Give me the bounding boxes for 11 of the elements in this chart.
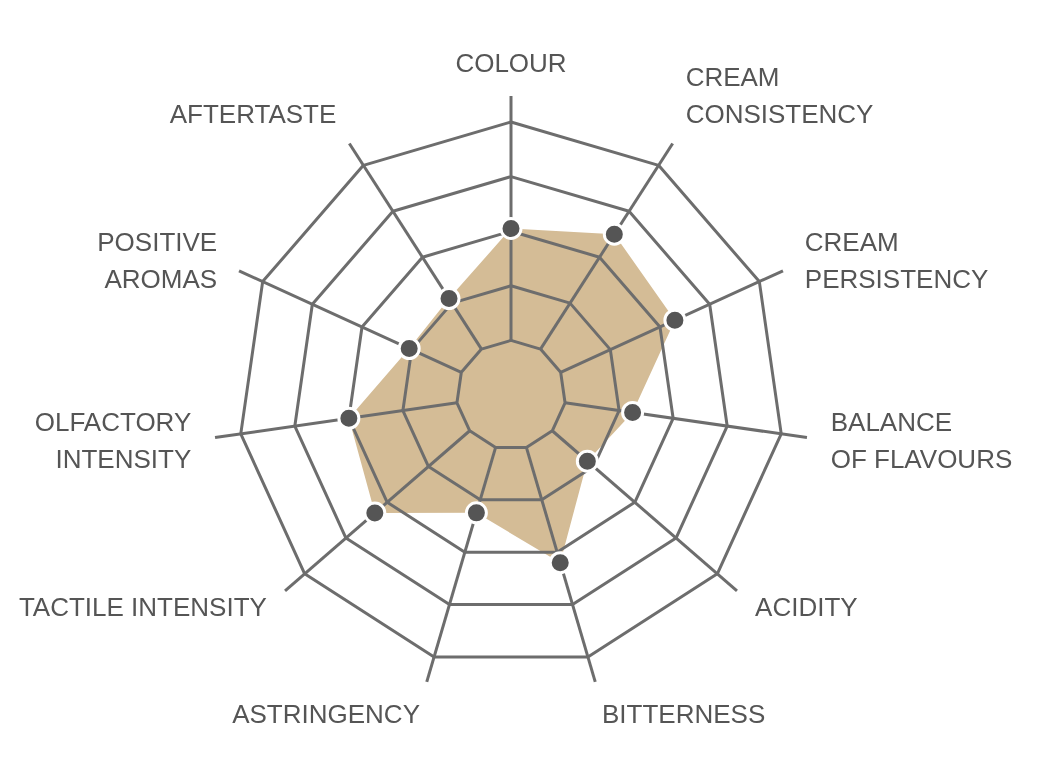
- spoke-label: CREAM PERSISTENCY: [804, 227, 989, 295]
- spoke-label: BITTERNESS: [602, 698, 766, 729]
- spoke-label: ASTRINGENCY: [232, 698, 420, 729]
- spoke-label: ACIDITY: [755, 591, 858, 622]
- spoke-label: CREAM CONSISTENCY: [685, 62, 874, 130]
- spoke-label: OLFACTORY INTENSITY: [34, 407, 192, 475]
- spoke-label: COLOUR: [455, 48, 567, 78]
- spoke-label: TACTILE INTENSITY: [18, 591, 267, 622]
- spoke-label: AFTERTASTE: [169, 99, 337, 130]
- spoke-label: BALANCE OF FLAVOURS: [830, 407, 1013, 475]
- spoke-label: POSITIVE AROMAS: [97, 227, 218, 295]
